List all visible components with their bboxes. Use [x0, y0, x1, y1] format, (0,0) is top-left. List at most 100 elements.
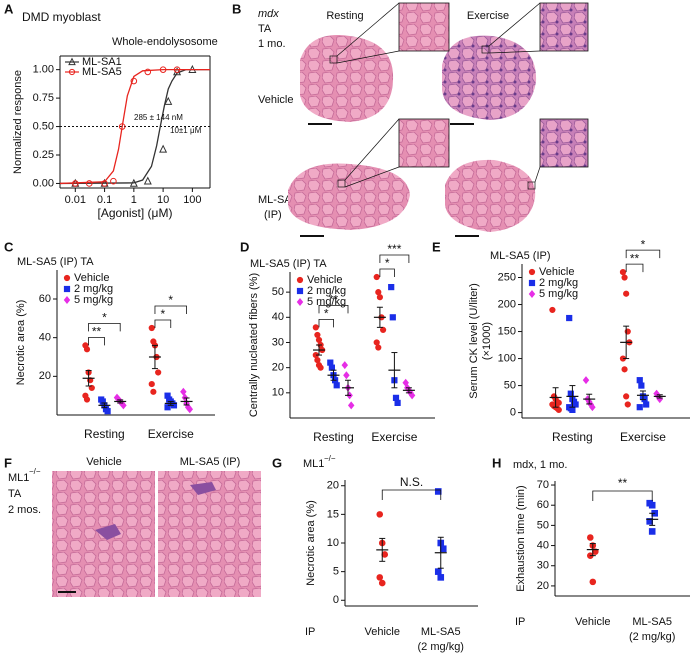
y-tick-label: 30: [537, 560, 549, 572]
point: [582, 376, 590, 385]
significance-label: **: [630, 251, 640, 265]
muscle: TA: [8, 488, 22, 500]
point: [83, 346, 91, 353]
point: [120, 401, 127, 410]
point: [129, 178, 138, 187]
point: [373, 339, 380, 346]
point: [104, 408, 111, 415]
point: [314, 357, 321, 364]
annotation: 10±1 μM: [170, 126, 202, 135]
inset: [539, 118, 589, 168]
point: [376, 511, 384, 518]
scale-bars: [300, 123, 479, 237]
y-tick-label: 10: [327, 537, 339, 549]
x-tick-label: 10: [157, 194, 169, 206]
panel-label: D: [240, 239, 249, 254]
x-tick-note: (2 mg/kg): [629, 631, 675, 643]
point: [555, 399, 562, 406]
point: [373, 273, 380, 281]
legend-label: 2 mg/kg: [539, 277, 578, 289]
point: [341, 361, 349, 370]
age: 2 mos.: [8, 504, 41, 516]
point: [638, 382, 645, 389]
row-label: ML-SA5: [258, 194, 298, 206]
point: [587, 534, 594, 541]
significance-bracket: [318, 318, 334, 328]
significance-label: N.S.: [400, 475, 423, 489]
y-tick-label: 250: [498, 271, 516, 283]
y-tick-label: 60: [537, 499, 549, 511]
y-tick-label: 50: [272, 286, 284, 298]
point: [85, 180, 93, 187]
point: [636, 404, 643, 411]
point: [555, 406, 562, 413]
point: [619, 269, 627, 276]
point: [572, 401, 579, 408]
point: [439, 545, 447, 553]
y-axis-label: Exhaustion time (min): [515, 485, 527, 591]
significance-label: **: [329, 293, 339, 307]
x-tick-note: (2 mg/kg): [418, 641, 464, 653]
y-tick-label: 1.00: [33, 64, 54, 76]
fit-curve: [59, 69, 210, 185]
legend-marker: [63, 296, 71, 304]
panel-label: E: [432, 239, 441, 254]
point: [621, 366, 628, 373]
legend-marker: [68, 57, 76, 66]
point: [101, 180, 108, 187]
point: [144, 68, 152, 76]
point: [317, 364, 324, 371]
y-tick-label: 50: [504, 379, 516, 391]
histology-b: mdx TA 1 mo. Resting Exercise Vehicle ML…: [258, 2, 589, 237]
y-tick-label: 40: [272, 311, 284, 323]
point: [180, 387, 187, 396]
point: [333, 382, 340, 389]
legend-label: Vehicle: [74, 272, 109, 284]
point: [376, 294, 383, 301]
point: [549, 306, 556, 314]
panel-label: C: [4, 239, 14, 254]
point: [589, 403, 596, 412]
y-tick-label: 200: [498, 298, 516, 310]
x-tick-label: Vehicle: [364, 626, 399, 638]
significance-bracket: [379, 268, 395, 278]
panel-label: F: [4, 455, 12, 470]
point: [636, 377, 643, 384]
point: [130, 77, 138, 85]
point: [389, 314, 396, 321]
row-label: IP: [515, 616, 525, 628]
legend-marker: [528, 290, 536, 298]
significance-label: **: [618, 476, 628, 490]
legend-marker: [296, 276, 304, 284]
y-tick-label: 100: [498, 352, 516, 364]
x-tick-label: 0.1: [97, 194, 112, 206]
significance-bracket: [625, 249, 661, 259]
y-tick-label: 15: [327, 508, 339, 520]
point: [143, 176, 152, 185]
x-tick-label: 1: [131, 194, 137, 206]
y-tick-label: 20: [39, 370, 51, 382]
x-tick-label: ML-SA5: [632, 616, 672, 628]
strain: ML1: [8, 472, 29, 484]
tissue: [442, 35, 537, 120]
column-label: Vehicle: [86, 456, 121, 468]
point: [312, 324, 319, 331]
significance-bracket: [381, 489, 442, 500]
point: [118, 123, 126, 130]
point: [186, 405, 194, 414]
y-tick-label: 0: [333, 594, 339, 606]
histology-f: ML1 −/− TA 2 mos. Vehicle ML-SA5 (IP): [8, 456, 261, 597]
legend-label: 5 mg/kg: [307, 296, 346, 308]
point: [380, 326, 387, 333]
x-tick-label: 0.01: [65, 194, 86, 206]
row-label: IP: [305, 626, 315, 638]
y-tick-label: 0.25: [33, 149, 54, 161]
x-tick-label: Resting: [552, 430, 593, 444]
x-tick-label: 100: [183, 194, 201, 206]
y-axis-label: (×1000): [481, 322, 493, 360]
row-label: (IP): [264, 209, 282, 221]
y-tick-label: 0.00: [33, 177, 54, 189]
x-tick-label: Exercise: [148, 427, 194, 441]
point: [376, 574, 384, 581]
inset: [398, 2, 450, 52]
